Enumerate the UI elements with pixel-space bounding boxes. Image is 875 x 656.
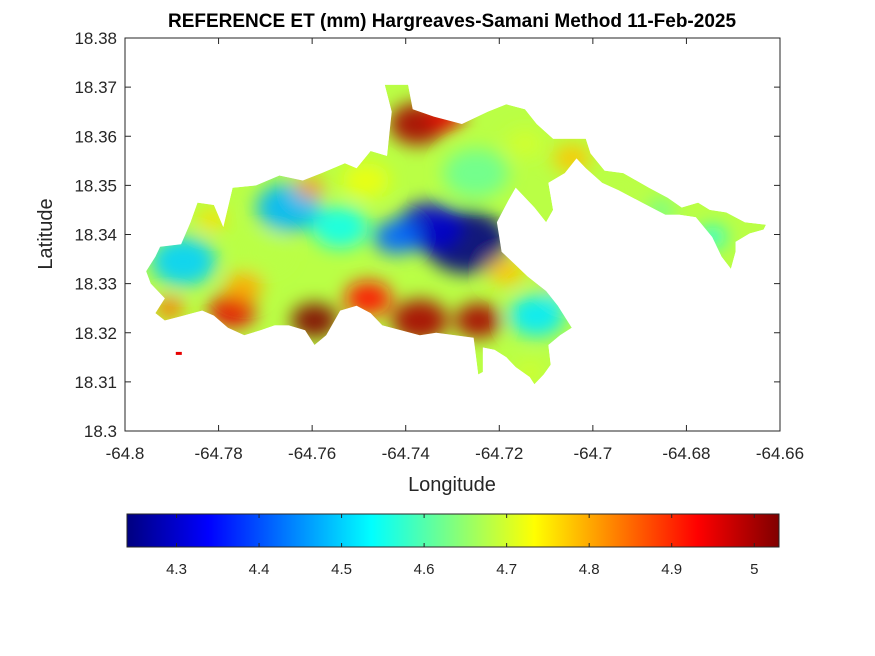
- x-tick-label: -64.7: [573, 444, 612, 463]
- x-axis-label: Longitude: [408, 474, 496, 496]
- et-value-blob: [209, 293, 256, 329]
- et-value-blob: [150, 236, 217, 287]
- et-value-blob: [225, 272, 263, 301]
- y-tick-label: 18.34: [74, 226, 117, 245]
- y-tick-label: 18.32: [74, 324, 117, 343]
- y-tick-label: 18.35: [74, 176, 117, 195]
- y-tick-label: 18.31: [74, 373, 117, 392]
- x-tick-label: -64.76: [288, 444, 336, 463]
- colorbar-tick-label: 4.6: [414, 561, 435, 578]
- et-value-blob: [242, 234, 289, 270]
- colorbar: 4.3 4.4 4.5 4.6 4.7 4.8 4.9 5: [126, 513, 780, 578]
- y-tick-label: 18.38: [74, 29, 117, 48]
- axes: -64.8 -64.78 -64.76 -64.74 -64.72 -64.7 -64.68…: [74, 29, 804, 463]
- x-tick-label: -64.74: [382, 444, 430, 463]
- et-value-blob: [373, 219, 420, 255]
- et-value-blob: [454, 303, 502, 338]
- y-tick-label: 18.3: [84, 422, 117, 441]
- x-tick-label: -64.8: [106, 444, 145, 463]
- colorbar-tick-label: 4.8: [579, 561, 600, 578]
- colorbar-tick-label: 4.3: [166, 561, 187, 578]
- colorbar-tick-label: 4.5: [331, 561, 352, 578]
- chart-title: REFERENCE ET (mm) Hargreaves-Samani Meth…: [168, 11, 736, 32]
- y-tick-label: 18.37: [74, 78, 117, 97]
- colorbar-tick-label: 4.9: [661, 561, 682, 578]
- y-axis-label: Latitude: [35, 198, 57, 269]
- et-value-blob: [291, 303, 338, 338]
- et-value-blob: [312, 206, 369, 249]
- x-tick-label: -64.66: [756, 444, 804, 463]
- colorbar-tick-label: 4.4: [249, 561, 270, 578]
- x-tick-label: -64.78: [194, 444, 242, 463]
- et-value-blob: [506, 129, 544, 158]
- colorbar-tick-label: 4.7: [496, 561, 517, 578]
- et-value-blob: [508, 294, 565, 337]
- et-value-blob: [391, 299, 448, 342]
- x-tick-label: -64.72: [475, 444, 523, 463]
- et-value-blob: [155, 297, 184, 319]
- y-tick-label: 18.36: [74, 127, 117, 146]
- et-value-blob: [443, 148, 509, 198]
- colorbar-gradient: [126, 513, 780, 548]
- et-value-blob: [342, 163, 390, 198]
- islet: [175, 351, 182, 355]
- colorbar-tick-label: 5: [750, 561, 758, 578]
- x-tick-label: -64.68: [662, 444, 710, 463]
- y-tick-label: 18.33: [74, 275, 117, 294]
- et-value-blob: [295, 177, 324, 199]
